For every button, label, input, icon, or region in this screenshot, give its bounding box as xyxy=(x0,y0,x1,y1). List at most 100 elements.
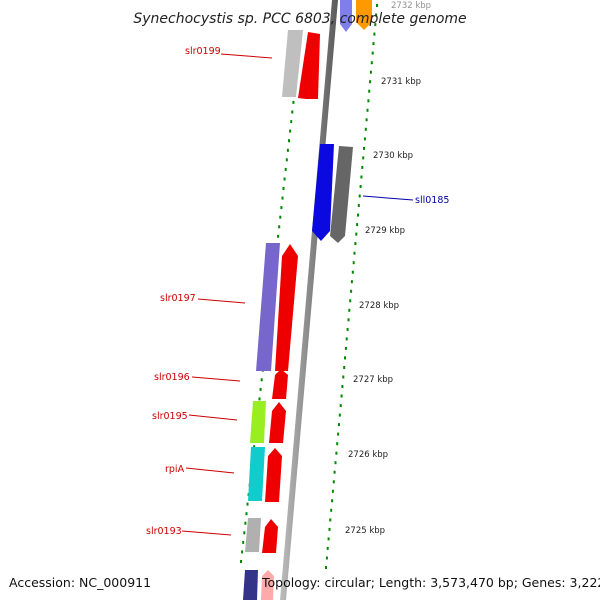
genome-title: Synechocystis sp. PCC 6803, complete gen… xyxy=(133,11,466,27)
tick-mark-left xyxy=(289,129,292,133)
bottom-features[interactable] xyxy=(243,570,274,600)
tick-mark-right xyxy=(367,99,370,103)
gene-slr0199[interactable]: slr0199 xyxy=(185,30,320,99)
tick-mark-right xyxy=(341,385,344,388)
topology-text: Topology: circular; Length: 3,573,470 bp… xyxy=(261,575,600,590)
tick-mark-right xyxy=(363,137,366,141)
tick-mark-right xyxy=(335,451,338,455)
tick-mark-right xyxy=(353,251,356,255)
tick-mark-right xyxy=(325,566,327,569)
gene-sll0185-block xyxy=(312,144,334,241)
tick-mark-right xyxy=(331,489,334,493)
gene-slr0195[interactable]: slr0195 xyxy=(152,401,286,443)
tick-mark-right xyxy=(350,280,353,284)
tick-mark-left xyxy=(283,177,286,181)
tick-mark-left xyxy=(253,445,256,449)
tick-mark-left xyxy=(292,100,295,104)
tick-mark-right xyxy=(332,480,335,484)
gene-rpiA-cds xyxy=(265,448,282,502)
tick-mark-right xyxy=(369,70,372,74)
tick-mark-right xyxy=(333,470,336,474)
tick-mark-left xyxy=(290,120,293,124)
gene-slr0197[interactable]: slr0197 xyxy=(160,243,298,371)
tick-mark-left xyxy=(284,167,287,171)
tick-mark-right xyxy=(342,375,345,379)
tick-mark-right xyxy=(344,346,347,350)
tick-mark-right xyxy=(357,204,360,207)
tick-row-right xyxy=(325,4,378,569)
gene-slr0196-label: slr0196 xyxy=(154,372,190,383)
gene-slr0196-leader xyxy=(191,376,241,382)
tick-mark-right xyxy=(329,518,332,522)
gene-slr0197-cds xyxy=(275,244,298,371)
tick-mark-left xyxy=(240,560,242,563)
kbp-labels: 2732 kbp 2731 kbp 2730 kbp 2729 kbp 2728… xyxy=(345,1,431,536)
tick-mark-right xyxy=(331,499,334,503)
gene-slr0195-block xyxy=(250,401,266,443)
gene-rpiA-block xyxy=(248,447,265,501)
tick-label-2732: 2732 kbp xyxy=(391,1,431,11)
tick-mark-right xyxy=(372,42,375,46)
tick-label-2728: 2728 kbp xyxy=(359,301,399,311)
tick-mark-right xyxy=(370,61,373,65)
gene-sll0185-leader xyxy=(362,195,414,201)
tick-mark-right xyxy=(352,261,355,265)
tick-mark-left xyxy=(288,139,290,143)
gene-sll0185-label: sll0185 xyxy=(415,195,449,206)
tick-mark-right xyxy=(330,508,333,512)
tick-mark-right xyxy=(346,327,349,331)
tick-mark-right xyxy=(325,556,328,560)
gene-bottom-cds xyxy=(261,570,274,600)
tick-mark-left xyxy=(291,110,294,114)
tick-mark-right xyxy=(362,156,365,160)
gene-top-orange xyxy=(356,0,372,30)
tick-label-2727: 2727 kbp xyxy=(353,375,393,385)
tick-mark-right xyxy=(347,318,350,322)
gene-bottom-block xyxy=(243,570,258,600)
tick-mark-right xyxy=(359,185,362,188)
gene-slr0199-label: slr0199 xyxy=(185,46,221,57)
gene-slr0193-leader xyxy=(181,530,232,536)
gene-slr0199-block xyxy=(282,30,303,97)
tick-mark-right xyxy=(358,194,361,198)
tick-mark-right xyxy=(344,356,346,360)
tick-mark-left xyxy=(241,550,244,554)
tick-mark-left xyxy=(246,502,249,506)
tick-mark-right xyxy=(328,527,331,531)
tick-mark-right xyxy=(365,118,368,122)
tick-mark-right xyxy=(371,51,374,55)
tick-mark-right xyxy=(357,213,359,217)
tick-mark-right xyxy=(366,108,369,112)
gene-sll0185[interactable]: sll0185 xyxy=(312,144,449,243)
tick-mark-right xyxy=(369,80,372,84)
tick-mark-right xyxy=(356,223,359,227)
gene-rpiA[interactable]: rpiA xyxy=(165,447,282,502)
gene-rpiA-leader xyxy=(185,467,235,474)
tick-mark-right xyxy=(355,232,358,236)
tick-mark-left xyxy=(282,187,285,190)
gene-slr0193[interactable]: slr0193 xyxy=(146,518,278,553)
gene-slr0197-leader xyxy=(197,298,246,304)
tick-mark-left xyxy=(285,158,288,162)
footer: Accession: NC_000911 Topology: circular;… xyxy=(9,575,600,590)
gene-slr0193-block xyxy=(245,518,261,552)
tick-mark-right xyxy=(334,461,337,465)
tick-mark-left xyxy=(245,512,248,516)
tick-mark-right xyxy=(360,175,363,179)
tick-mark-right xyxy=(350,289,353,293)
gene-slr0199-leader xyxy=(220,53,273,59)
gene-slr0195-leader xyxy=(188,414,238,421)
tick-mark-left xyxy=(278,225,281,229)
tick-mark-left xyxy=(286,148,289,152)
tick-label-2725: 2725 kbp xyxy=(345,526,385,536)
gene-slr0196[interactable]: slr0196 xyxy=(154,369,288,399)
tick-mark-right xyxy=(375,13,378,17)
tick-mark-left xyxy=(280,206,283,210)
tick-mark-right xyxy=(376,4,378,7)
top-features[interactable] xyxy=(340,0,372,32)
tick-mark-left xyxy=(279,215,282,219)
tick-mark-right xyxy=(368,89,371,93)
tick-mark-left xyxy=(277,234,280,238)
tick-mark-left xyxy=(281,196,284,200)
